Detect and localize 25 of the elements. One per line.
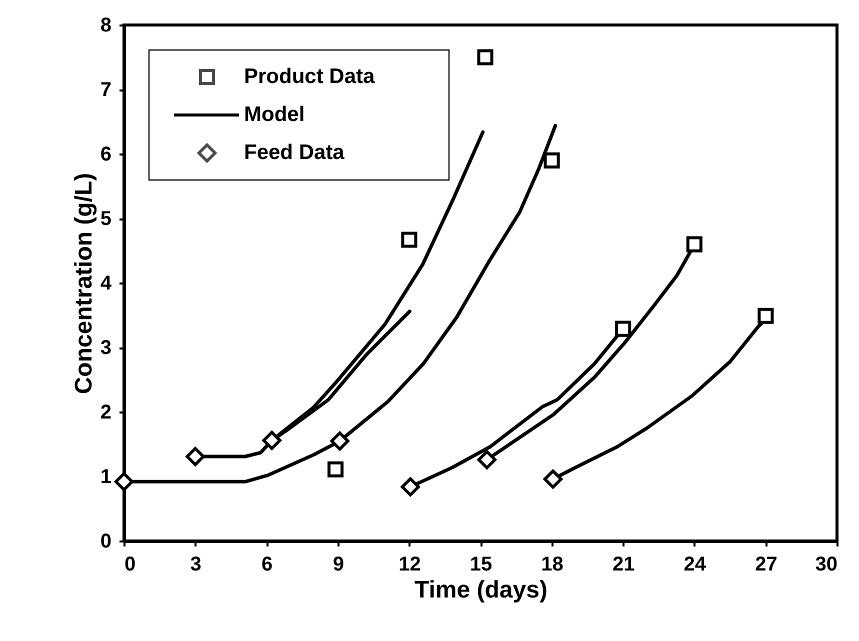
legend-label: Model — [244, 103, 305, 126]
x-axis-title: Time (days) — [414, 576, 548, 604]
x-tick-label: 6 — [262, 554, 273, 576]
x-tick-label: 15 — [470, 554, 492, 576]
y-tick-label: 3 — [100, 337, 112, 359]
x-tick-label: 27 — [755, 554, 778, 576]
x-tick-label: 3 — [190, 554, 202, 576]
legend-label: Product Data — [244, 65, 376, 88]
x-tick-label: 12 — [398, 554, 421, 576]
y-tick-label: 2 — [100, 402, 112, 424]
x-tick-label: 9 — [332, 554, 344, 576]
x-tick-label: 21 — [612, 554, 635, 576]
x-tick-label: 24 — [684, 554, 707, 576]
y-tick-label: 5 — [100, 208, 112, 230]
x-tick-label: 30 — [815, 554, 838, 576]
y-axis-title: Concentration (g/L) — [70, 172, 98, 394]
y-tick-label: 8 — [100, 14, 112, 36]
y-tick-label: 7 — [100, 79, 112, 101]
x-tick-label: 18 — [541, 554, 564, 576]
y-tick-label: 1 — [100, 466, 112, 488]
x-tick-label: 0 — [124, 554, 136, 576]
y-tick-label: 4 — [100, 272, 112, 294]
y-tick-label: 0 — [100, 530, 112, 552]
y-tick-label: 6 — [100, 144, 112, 166]
legend-label: Feed Data — [244, 141, 345, 164]
